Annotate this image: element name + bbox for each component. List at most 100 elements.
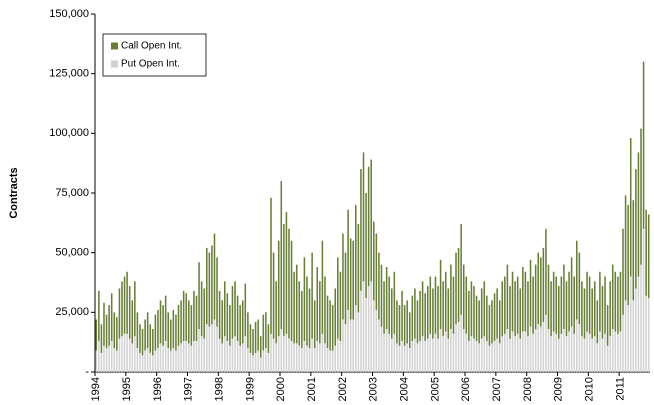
bar-segment	[385, 266, 388, 330]
bar-segment	[157, 348, 159, 372]
bar-segment	[609, 281, 611, 337]
bar-segment	[293, 343, 295, 372]
bar-segment	[552, 331, 555, 372]
bar-segment	[239, 345, 241, 372]
x-tick-label: 2002	[337, 377, 349, 401]
bar-segment	[298, 281, 301, 346]
bar-segment	[558, 338, 560, 372]
bar-segment	[206, 324, 208, 372]
bar-segment	[635, 169, 637, 289]
bar-segment	[134, 336, 136, 372]
bar-segment	[128, 286, 131, 339]
bar-segment	[537, 252, 539, 325]
bar-segment	[254, 352, 257, 372]
bar-segment	[609, 336, 611, 372]
bar-segment	[408, 348, 411, 372]
bar-segment	[555, 333, 557, 372]
bar-segment	[550, 281, 552, 337]
bar-segment	[139, 324, 141, 353]
bar-segment	[365, 193, 367, 299]
bar-segment	[629, 138, 632, 277]
bar-segment	[452, 276, 455, 334]
bar-segment	[450, 264, 452, 330]
bar-segment	[599, 331, 601, 372]
bar-segment	[231, 338, 234, 372]
bar-segment	[121, 336, 123, 372]
bar-segment	[470, 336, 473, 372]
bar-segment	[229, 345, 231, 372]
bar-segment	[393, 271, 396, 334]
x-tick-label: 1994	[90, 377, 102, 401]
bar-segment	[383, 333, 385, 372]
bar-segment	[624, 195, 627, 301]
bar-segment	[480, 288, 483, 339]
bar-segment	[247, 312, 249, 349]
bar-segment	[221, 300, 223, 344]
bar-segment	[391, 338, 393, 372]
y-tick-label: 150,000	[49, 8, 89, 20]
bar-segment	[396, 343, 398, 372]
x-tick-label: 1998	[214, 377, 226, 401]
bar-segment	[123, 333, 126, 372]
bar-segment	[411, 340, 414, 372]
x-tick-label: 1997	[183, 377, 195, 401]
bar-segment	[545, 314, 547, 372]
bar-segment	[265, 348, 267, 372]
bar-segment	[447, 338, 450, 372]
bar-segment	[167, 312, 169, 349]
x-tick-label: 1995	[121, 377, 133, 401]
y-axis-label: Contracts	[8, 167, 20, 218]
bar-segment	[504, 276, 506, 334]
bar-segment	[552, 271, 555, 332]
bar-segment	[414, 338, 416, 372]
bar-segment	[373, 300, 375, 372]
bar-segment	[555, 276, 557, 334]
bar-segment	[450, 329, 452, 372]
bar-segment	[388, 276, 390, 334]
bar-segment	[483, 281, 486, 337]
bar-segment	[180, 343, 182, 372]
bar-segment	[506, 264, 509, 330]
bar-segment	[498, 300, 501, 344]
bar-segment	[211, 324, 213, 372]
bar-segment	[113, 348, 116, 372]
bar-segment	[429, 333, 432, 372]
bar-segment	[126, 271, 128, 334]
bar-segment	[295, 343, 298, 372]
bar-segment	[457, 247, 460, 322]
bar-segment	[108, 345, 110, 372]
bar-segment	[527, 336, 529, 372]
bar-segment	[319, 281, 321, 344]
x-tick-label: 2000	[275, 377, 287, 401]
bar-segment	[491, 300, 493, 344]
bar-segment	[501, 281, 504, 337]
bar-segment	[159, 300, 162, 344]
bar-segment	[303, 340, 306, 372]
bar-segment	[444, 331, 447, 372]
bar-segment	[216, 257, 218, 327]
bar-segment	[218, 290, 221, 339]
bar-segment	[493, 340, 496, 372]
legend-label: Put Open Int.	[121, 59, 180, 70]
bar-segment	[247, 348, 249, 372]
bar-segment	[175, 314, 177, 351]
bar-segment	[324, 276, 326, 344]
bar-segment	[524, 331, 527, 372]
bar-segment	[606, 305, 609, 346]
bar-segment	[177, 305, 180, 346]
bar-segment	[267, 324, 270, 353]
bar-segment	[159, 343, 162, 372]
bar-segment	[154, 314, 157, 351]
bar-segment	[565, 336, 568, 372]
bar-segment	[290, 240, 293, 341]
bar-segment	[455, 324, 457, 372]
bar-segment	[283, 224, 285, 337]
bar-segment	[468, 290, 470, 341]
bar-segment	[216, 326, 218, 372]
bar-segment	[329, 300, 331, 351]
bar-segment	[568, 271, 570, 332]
bar-segment	[249, 324, 252, 353]
bar-segment	[347, 209, 349, 310]
bar-segment	[218, 338, 221, 372]
